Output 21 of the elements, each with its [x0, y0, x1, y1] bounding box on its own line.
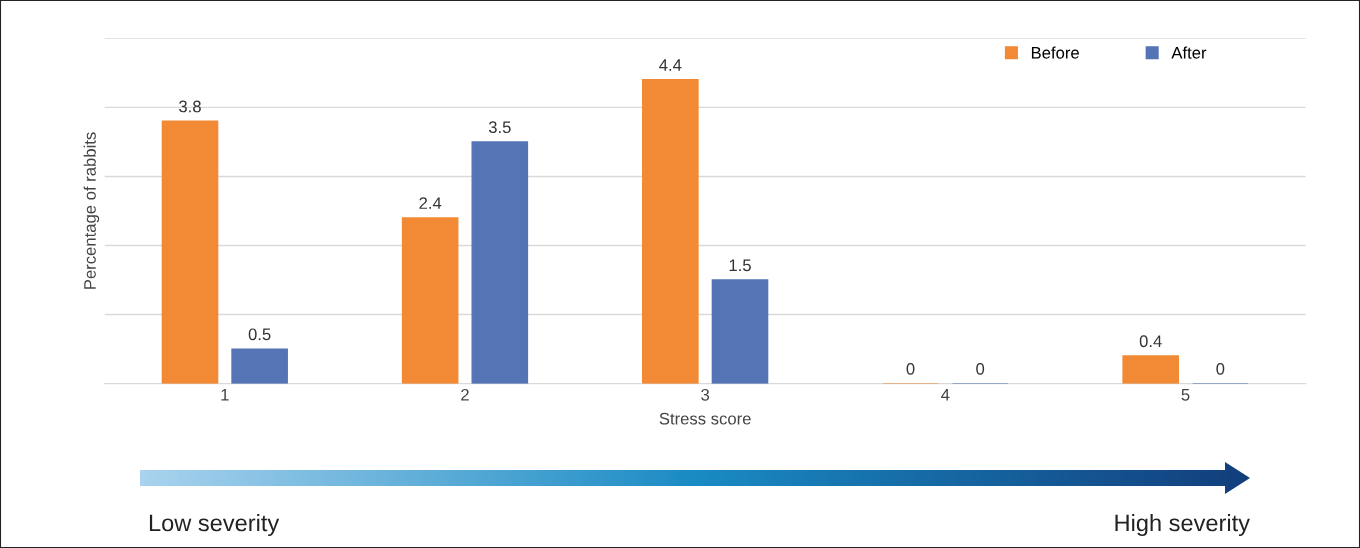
text: Low severity	[149, 513, 280, 537]
data-label: 1.5	[729, 259, 751, 272]
data-label: 0	[1216, 362, 1225, 375]
data-label: 3.5	[488, 121, 511, 134]
data-label: 3.8	[179, 100, 201, 113]
data-label: 2.4	[419, 197, 442, 209]
x-tick-label: 4	[941, 389, 950, 401]
x-tick-label: 5	[1181, 389, 1190, 401]
x-axis-title: Stress score	[659, 412, 751, 425]
legend-label: After	[1171, 46, 1207, 59]
data-label: 4.4	[659, 59, 682, 71]
text: High severity	[1115, 513, 1250, 537]
data-label: 0	[976, 362, 985, 375]
legend-label: Before	[1031, 46, 1079, 59]
x-tick-label: 1	[221, 389, 229, 401]
x-tick-label: 2	[461, 388, 469, 401]
data-label: 0	[906, 362, 915, 375]
data-label: 0.4	[1139, 335, 1162, 348]
y-axis-title: Percentage of rabbits	[83, 132, 100, 289]
data-label: 0.5	[248, 328, 271, 341]
x-tick-label: 3	[701, 388, 710, 401]
